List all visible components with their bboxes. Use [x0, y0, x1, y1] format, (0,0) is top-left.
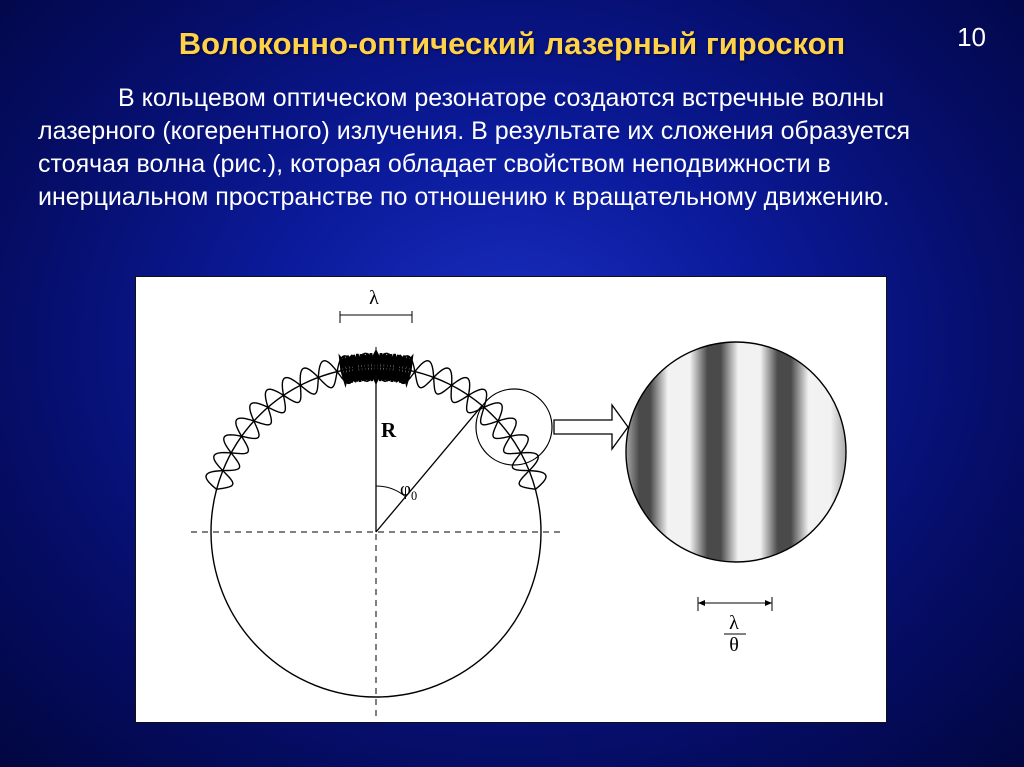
slide-title: Волоконно-оптический лазерный гироскоп: [0, 26, 1024, 62]
diagram-svg: λRφ0λθ: [136, 277, 886, 722]
svg-text:θ: θ: [729, 634, 739, 656]
svg-text:λ: λ: [729, 612, 739, 634]
slide-description: В кольцевом оптическом резонаторе создаю…: [38, 82, 986, 214]
diagram-figure: λRφ0λθ: [135, 276, 887, 723]
svg-text:λ: λ: [369, 287, 379, 309]
svg-text:φ0: φ0: [400, 479, 417, 503]
svg-text:R: R: [381, 418, 397, 442]
